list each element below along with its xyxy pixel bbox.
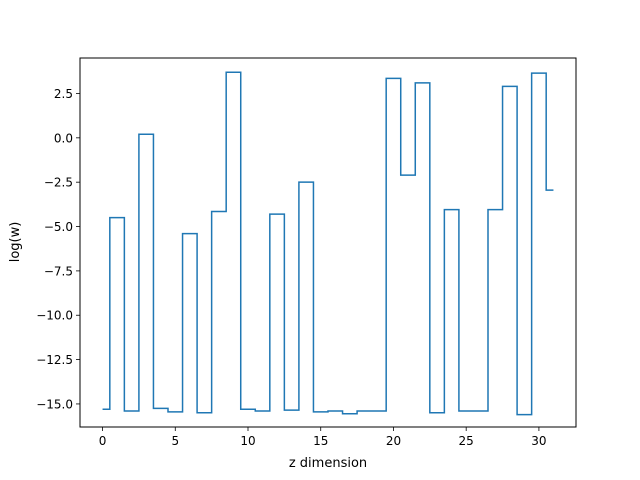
y-tick-label: 2.5 (54, 87, 73, 101)
y-tick-label: −10.0 (36, 309, 73, 323)
y-tick-label: −5.0 (44, 220, 73, 234)
x-tick-label: 0 (99, 434, 107, 448)
y-tick-label: 0.0 (54, 131, 73, 145)
y-tick-label: −15.0 (36, 397, 73, 411)
plot-area (102, 71, 554, 416)
x-axis-label: z dimension (289, 456, 367, 471)
x-tick-label: 20 (386, 434, 401, 448)
axes-frame (79, 57, 577, 428)
axis-ticks: 0 5 10 15 20 25 30 2.5 0.0 −2.5 −5.0 −7.5 −10.0 −12.5… (36, 87, 546, 448)
x-tick-label: 25 (459, 434, 474, 448)
y-tick-label: −7.5 (44, 264, 73, 278)
x-tick-label: 30 (531, 434, 546, 448)
x-tick-label: 10 (240, 434, 255, 448)
y-tick-label: −12.5 (36, 353, 73, 367)
y-axis-label: log(w) (8, 222, 23, 263)
x-tick-label: 5 (171, 434, 179, 448)
y-tick-label: −2.5 (44, 176, 73, 190)
x-tick-label: 15 (313, 434, 328, 448)
series-line (102, 71, 554, 416)
